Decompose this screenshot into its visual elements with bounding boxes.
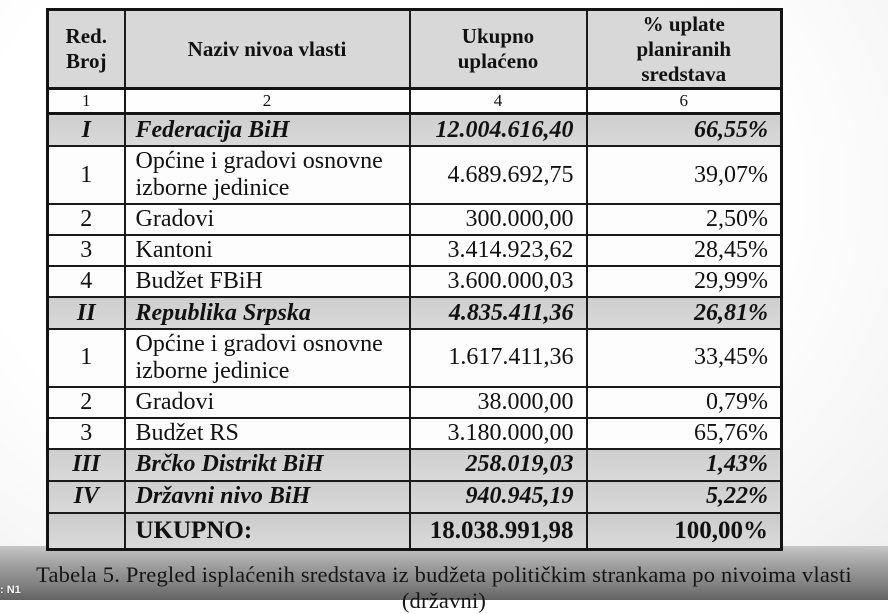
cell-percent-uplate: 28,45% — [585, 234, 783, 268]
table-row-item: 1 Općine i gradovi osnovne izborne jedin… — [46, 328, 783, 388]
table-row-item: 3 Budžet RS 3.180.000,00 65,76% — [46, 416, 783, 450]
cell-red-broj: 3 — [46, 234, 126, 268]
column-number-2: 2 — [123, 87, 411, 116]
cell-naziv-nivoa: Republika Srpska — [123, 296, 411, 331]
column-header-naziv-nivoa-vlasti: Naziv nivoa vlasti — [123, 8, 411, 91]
table-row-section: I Federacija BiH 12.004.616,40 66,55% — [46, 112, 783, 148]
lower-gradient-strip — [0, 546, 888, 600]
table-caption: Tabela 5. Pregled isplaćenih sredstava i… — [36, 562, 852, 613]
column-number-1: 1 — [46, 87, 126, 116]
table-row-section: III Brčko Distrikt BiH 258.019,03 1,43% — [46, 447, 783, 482]
cell-percent-uplate: 65,76% — [585, 416, 783, 450]
cell-red-broj: 2 — [46, 203, 126, 237]
table-row-item: 3 Kantoni 3.414.923,62 28,45% — [46, 234, 783, 268]
cell-red-broj: IV — [46, 479, 126, 514]
table-row-section: II Republika Srpska 4.835.411,36 26,81% — [46, 296, 783, 331]
cell-percent-uplate: 2,50% — [585, 203, 783, 237]
cell-ukupno-uplaceno: 3.414.923,62 — [408, 234, 588, 268]
funding-table: Red. Broj Naziv nivoa vlasti Ukupno upla… — [46, 8, 783, 551]
cell-red-broj: 4 — [46, 265, 126, 299]
table-row-item: 2 Gradovi 300.000,00 2,50% — [46, 203, 783, 237]
cell-red-broj: II — [46, 296, 126, 331]
funding-table-body: Red. Broj Naziv nivoa vlasti Ukupno upla… — [46, 8, 783, 551]
cell-naziv-nivoa: Brčko Distrikt BiH — [123, 447, 411, 482]
cell-percent-uplate: 29,99% — [585, 265, 783, 299]
column-number-4: 4 — [408, 87, 588, 116]
cell-ukupno-uplaceno: 1.617.411,36 — [408, 328, 588, 388]
cell-naziv-nivoa: Općine i gradovi osnovne izborne jedinic… — [123, 145, 411, 206]
table-row-section: IV Državni nivo BiH 940.945,19 5,22% — [46, 479, 783, 514]
cell-naziv-nivoa: Gradovi — [123, 385, 411, 419]
cell-naziv-nivoa: Gradovi — [123, 203, 411, 237]
cell-red-broj: I — [46, 112, 126, 148]
cell-ukupno-uplaceno: 3.180.000,00 — [408, 416, 588, 450]
column-number-row: 1 2 4 6 — [46, 87, 783, 116]
cell-percent-uplate: 1,43% — [585, 447, 783, 482]
cell-ukupno-uplaceno: 12.004.616,40 — [408, 112, 588, 148]
cell-percent-uplate: 39,07% — [585, 145, 783, 206]
table-row-total: UKUPNO: 18.038.991,98 100,00% — [46, 511, 783, 551]
table-row-item: 2 Gradovi 38.000,00 0,79% — [46, 385, 783, 419]
cell-ukupno-uplaceno: 4.689.692,75 — [408, 145, 588, 206]
cell-red-broj: III — [46, 447, 126, 482]
cell-naziv-nivoa: Općine i gradovi osnovne izborne jedinic… — [123, 328, 411, 388]
cell-ukupno-uplaceno: 18.038.991,98 — [408, 511, 588, 551]
cell-naziv-nivoa: Budžet RS — [123, 416, 411, 450]
cell-percent-uplate: 5,22% — [585, 479, 783, 514]
column-header-ukupno-uplaceno: Ukupno uplaćeno — [408, 8, 588, 91]
column-header-percent-uplate: % uplate planiranih sredstava — [585, 8, 783, 91]
table-header-row: Red. Broj Naziv nivoa vlasti Ukupno upla… — [46, 8, 783, 91]
cell-percent-uplate: 100,00% — [585, 511, 783, 551]
cell-ukupno-uplaceno: 300.000,00 — [408, 203, 588, 237]
cell-naziv-nivoa: Federacija BiH — [123, 112, 411, 148]
broadcaster-watermark: : N1 — [0, 584, 21, 596]
cell-ukupno-uplaceno: 258.019,03 — [408, 447, 588, 482]
cell-percent-uplate: 26,81% — [585, 296, 783, 331]
cell-ukupno-uplaceno: 940.945,19 — [408, 479, 588, 514]
cell-percent-uplate: 66,55% — [585, 112, 783, 148]
cell-naziv-nivoa: UKUPNO: — [123, 511, 411, 551]
cell-ukupno-uplaceno: 4.835.411,36 — [408, 296, 588, 331]
cell-red-broj: 1 — [46, 145, 126, 206]
cell-naziv-nivoa: Budžet FBiH — [123, 265, 411, 299]
cell-percent-uplate: 33,45% — [585, 328, 783, 388]
cell-red-broj: 3 — [46, 416, 126, 450]
table-row-item: 4 Budžet FBiH 3.600.000,03 29,99% — [46, 265, 783, 299]
cell-red-broj: 2 — [46, 385, 126, 419]
cell-naziv-nivoa: Državni nivo BiH — [123, 479, 411, 514]
cell-percent-uplate: 0,79% — [585, 385, 783, 419]
cell-ukupno-uplaceno: 3.600.000,03 — [408, 265, 588, 299]
cell-red-broj — [46, 511, 126, 551]
column-header-red-broj: Red. Broj — [46, 8, 126, 91]
table-row-item: 1 Općine i gradovi osnovne izborne jedin… — [46, 145, 783, 206]
column-number-6: 6 — [585, 87, 783, 116]
cell-red-broj: 1 — [46, 328, 126, 388]
cell-naziv-nivoa: Kantoni — [123, 234, 411, 268]
cell-ukupno-uplaceno: 38.000,00 — [408, 385, 588, 419]
